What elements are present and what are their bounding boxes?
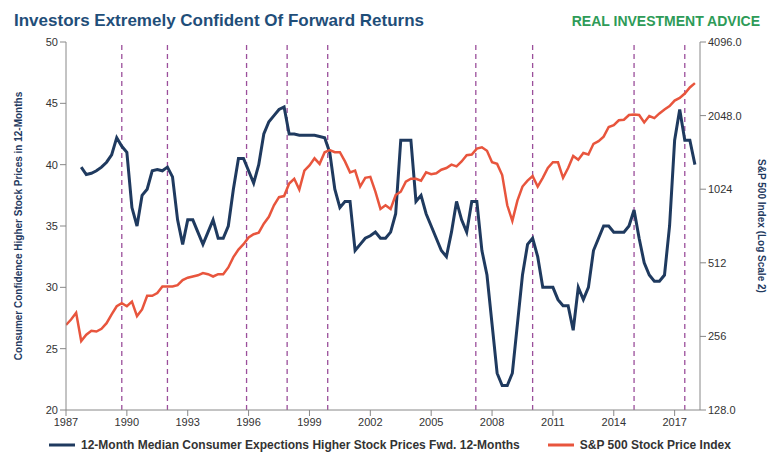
- svg-text:4096.0: 4096.0: [708, 36, 742, 48]
- svg-text:50: 50: [46, 36, 58, 48]
- html-text:12-Month Median Consumer Expec: 12-Month Median Consumer Expections High…: [81, 438, 520, 452]
- html-text:S&P 500 Stock Price Index: S&P 500 Stock Price Index: [579, 438, 731, 452]
- svg-text:1987: 1987: [54, 416, 78, 428]
- svg-text:35: 35: [46, 220, 58, 232]
- svg-text:2017: 2017: [662, 416, 686, 428]
- svg-text:S&P 500 Index (Log Scale 2): S&P 500 Index (Log Scale 2): [756, 159, 767, 293]
- svg-text:128.0: 128.0: [708, 404, 736, 416]
- svg-text:20: 20: [46, 404, 58, 416]
- svg-text:Consumer Confidence Higher Sto: Consumer Confidence Higher Stock Prices …: [13, 91, 24, 360]
- svg-text:45: 45: [46, 97, 58, 109]
- svg-text:1993: 1993: [175, 416, 199, 428]
- svg-text:30: 30: [46, 281, 58, 293]
- html-text:REAL INVESTMENT ADVICE: REAL INVESTMENT ADVICE: [571, 13, 760, 29]
- svg-text:2048.0: 2048.0: [708, 110, 742, 122]
- svg-text:2005: 2005: [419, 416, 443, 428]
- html-text:Investors Extremely Confident: Investors Extremely Confident Of Forward…: [14, 11, 424, 30]
- svg-text:512: 512: [708, 257, 726, 269]
- svg-text:2008: 2008: [480, 416, 504, 428]
- svg-text:256: 256: [708, 330, 726, 342]
- svg-text:2014: 2014: [602, 416, 626, 428]
- svg-text:1999: 1999: [297, 416, 321, 428]
- svg-text:25: 25: [46, 343, 58, 355]
- svg-text:1996: 1996: [236, 416, 260, 428]
- svg-text:1990: 1990: [115, 416, 139, 428]
- svg-text:2002: 2002: [358, 416, 382, 428]
- svg-text:1024: 1024: [708, 183, 732, 195]
- svg-text:2011: 2011: [541, 416, 565, 428]
- svg-text:40: 40: [46, 159, 58, 171]
